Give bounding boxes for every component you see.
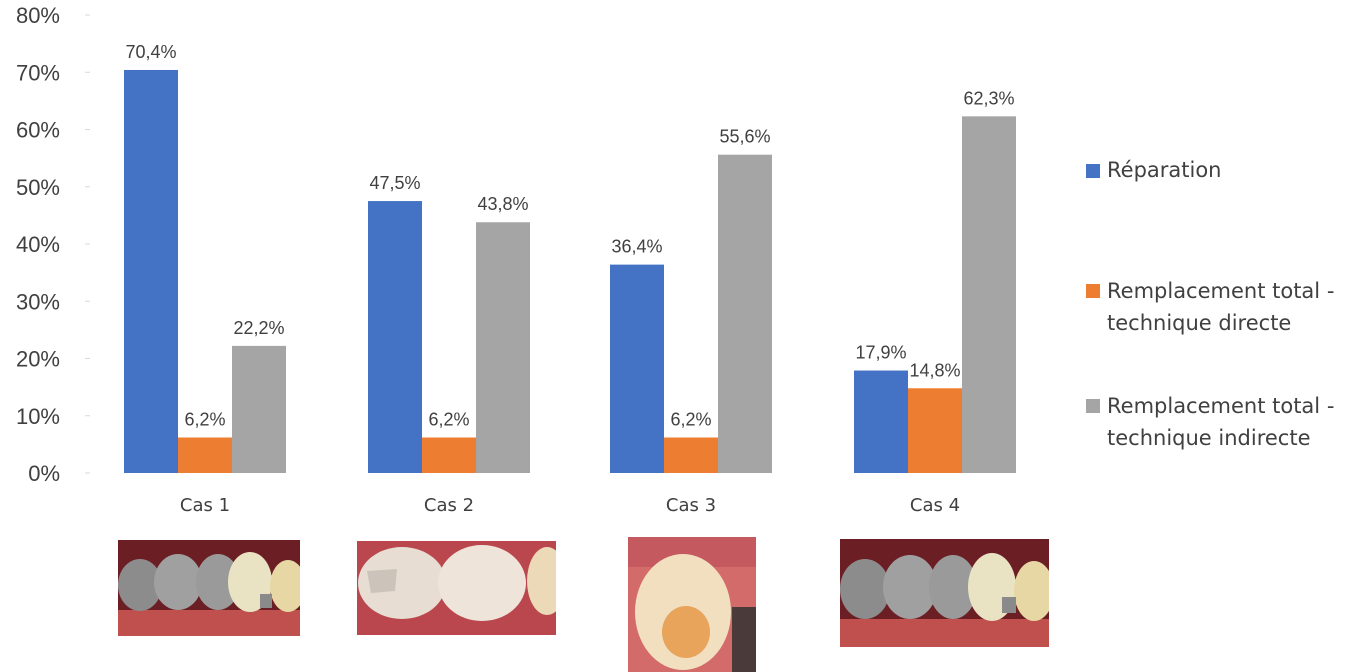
bar [854, 370, 908, 473]
y-tick-label: 50% [16, 175, 60, 200]
legend-swatch [1086, 164, 1100, 178]
legend-label: Remplacement total - technique directe [1107, 279, 1335, 335]
data-label: 70,4% [125, 42, 176, 62]
cas-2-teeth-photo [357, 541, 556, 635]
cas-3-teeth-photo [628, 537, 756, 672]
legend-label: Remplacement total - technique indirecte [1107, 394, 1335, 450]
bar [368, 201, 422, 473]
x-tick-label: Cas 2 [424, 495, 474, 516]
legend-item-remplacement-directe: Remplacement total - technique directe [1086, 275, 1334, 339]
data-label: 43,8% [477, 194, 528, 214]
data-label: 6,2% [184, 410, 225, 430]
x-tick-label: Cas 4 [910, 495, 960, 516]
data-label: 6,2% [428, 410, 469, 430]
data-label: 47,5% [369, 173, 420, 193]
legend-swatch [1086, 399, 1100, 413]
data-label: 55,6% [719, 127, 770, 147]
y-tick-label: 70% [16, 60, 60, 85]
bar [718, 154, 772, 473]
bar [422, 437, 476, 473]
bar [962, 116, 1016, 474]
data-label: 17,9% [855, 343, 906, 363]
data-label: 36,4% [611, 237, 662, 257]
data-label: 22,2% [233, 318, 284, 338]
bar [178, 437, 232, 473]
bar [610, 264, 664, 473]
y-tick-label: 80% [16, 3, 60, 28]
bar [476, 222, 530, 473]
legend-item-reparation: Réparation [1086, 158, 1222, 182]
y-tick-label: 40% [16, 232, 60, 257]
y-tick-label: 30% [16, 289, 60, 314]
bar [664, 437, 718, 473]
bar [124, 69, 178, 474]
cas-4-teeth-photo [840, 539, 1049, 647]
x-tick-label: Cas 3 [666, 495, 716, 516]
bar [908, 388, 962, 473]
legend-swatch [1086, 284, 1100, 298]
y-tick-label: 60% [16, 118, 60, 143]
legend-label: Réparation [1107, 158, 1222, 182]
x-tick-label: Cas 1 [180, 495, 230, 516]
cas-1-teeth-photo [118, 540, 300, 636]
bar [232, 345, 286, 473]
y-tick-label: 20% [16, 347, 60, 372]
x-axis-labels: Cas 1 Cas 2 Cas 3 Cas 4 [180, 495, 960, 516]
bars [124, 69, 1016, 474]
y-tick-label: 10% [16, 404, 60, 429]
y-tick-label: 0% [28, 461, 60, 486]
data-labels: 70,4% 6,2% 22,2% 47,5% 6,2% 43,8% 36,4% 6,2% 55,… [125, 42, 1014, 430]
data-label: 14,8% [909, 360, 960, 380]
data-label: 6,2% [670, 410, 711, 430]
data-label: 62,3% [963, 88, 1014, 108]
legend-item-remplacement-indirecte: Remplacement total - technique indirecte [1086, 390, 1334, 454]
y-axis: 0% 10% 20% 30% 40% 50% 60% 70% 80% [16, 3, 90, 486]
